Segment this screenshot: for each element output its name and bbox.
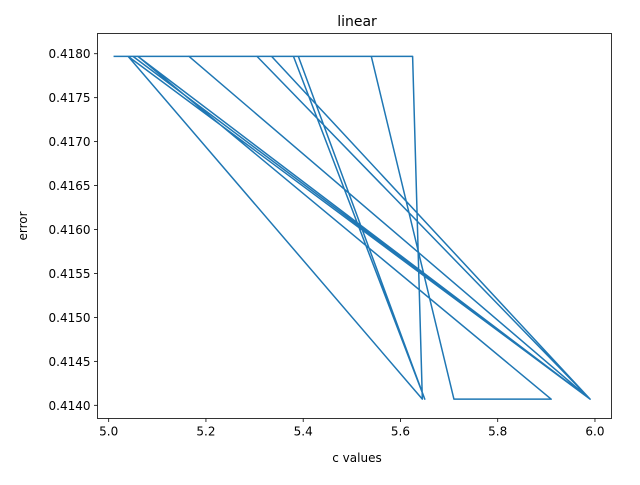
x-tick-label: 5.4: [294, 425, 313, 439]
x-tick-label: 5.6: [391, 425, 410, 439]
y-tick-label: 0.4150: [49, 311, 91, 325]
plot-frame: [97, 33, 612, 419]
y-tick-label: 0.4165: [49, 179, 91, 193]
x-axis-ticks: 5.0 5.2 5.4 5.6 5.8 6.0: [99, 418, 605, 439]
y-tick-label: 0.4155: [49, 267, 91, 281]
y-axis-ticks: 0.4140 0.4145 0.4150 0.4155 0.4160 0.4165 0.41…: [49, 47, 98, 413]
y-tick-label: 0.4160: [49, 223, 91, 237]
y-tick-label: 0.4180: [49, 47, 91, 61]
x-tick-label: 5.8: [488, 425, 507, 439]
y-tick-label: 0.4140: [49, 399, 91, 413]
series-line: [113, 55, 591, 400]
y-axis-label: error: [16, 211, 30, 240]
x-tick-label: 6.0: [585, 425, 604, 439]
x-axis-label: c values: [332, 451, 381, 465]
series-lines: [113, 55, 591, 400]
y-tick-label: 0.4175: [49, 91, 91, 105]
chart-title: linear: [337, 14, 377, 30]
x-tick-label: 5.0: [99, 425, 118, 439]
y-tick-label: 0.4145: [49, 355, 91, 369]
x-tick-label: 5.2: [196, 425, 215, 439]
y-tick-label: 0.4170: [49, 135, 91, 149]
